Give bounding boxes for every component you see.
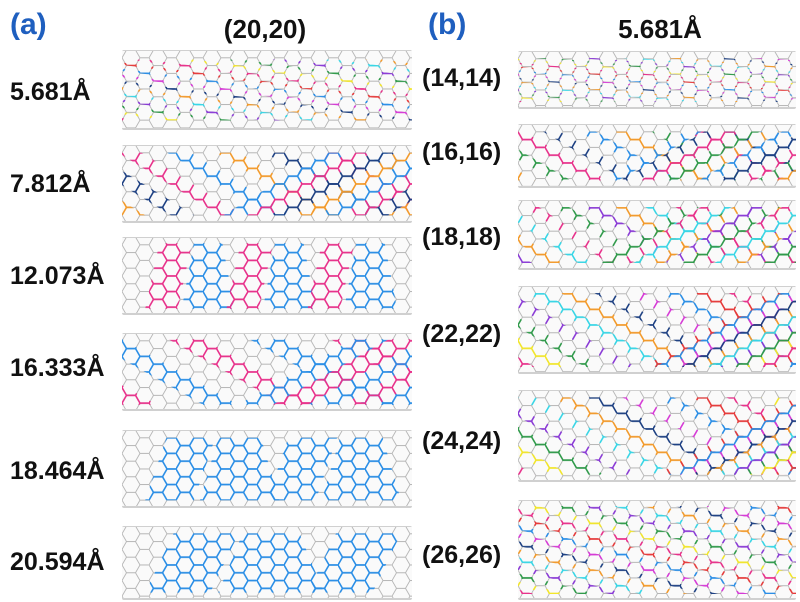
nanotube-b-4 [518, 286, 796, 374]
nanotube-b-3 [518, 200, 796, 270]
nanotube-a-3 [122, 237, 412, 315]
nanotube-a-4 [122, 333, 412, 411]
nanotube-b-5 [518, 390, 796, 482]
nanotube-a-2 [122, 145, 412, 223]
row-label-b-1: (14,14) [422, 64, 502, 92]
row-label-b-3: (18,18) [422, 223, 502, 251]
panel-b-title: 5.681Å [618, 14, 702, 44]
row-label-a-3: 12.073Å [10, 262, 105, 290]
nanotube-a-1 [122, 50, 412, 130]
panel-a-title: (20,20) [223, 14, 307, 44]
row-label-a-5: 18.464Å [10, 457, 105, 485]
nanotube-a-6 [122, 526, 412, 600]
row-label-b-6: (26,26) [422, 541, 502, 569]
panel-b-letter: (b) [428, 8, 467, 41]
row-label-a-2: 7.812Å [10, 170, 91, 198]
nanotube-b-6 [518, 500, 796, 600]
nanotube-b-2 [518, 124, 796, 188]
row-label-a-4: 16.333Å [10, 354, 105, 382]
row-label-b-5: (24,24) [422, 427, 502, 455]
row-label-b-2: (16,16) [422, 138, 502, 166]
row-label-a-6: 20.594Å [10, 548, 105, 576]
nanotube-b-1 [518, 51, 796, 109]
nanotube-a-5 [122, 430, 412, 508]
row-label-b-4: (22,22) [422, 320, 502, 348]
row-label-a-1: 5.681Å [10, 78, 91, 106]
panel-a-letter: (a) [10, 8, 47, 41]
